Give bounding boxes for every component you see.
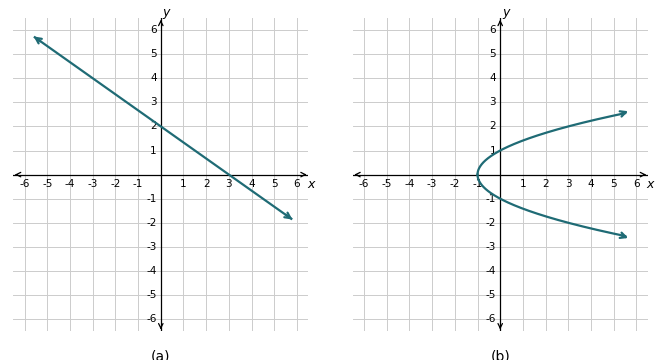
Text: -5: -5 xyxy=(146,290,157,300)
Text: -6: -6 xyxy=(359,179,369,189)
Text: 1: 1 xyxy=(520,179,526,189)
Text: 3: 3 xyxy=(225,179,232,189)
Text: -2: -2 xyxy=(110,179,120,189)
Text: x: x xyxy=(646,178,654,191)
Text: x: x xyxy=(307,178,315,191)
Text: y: y xyxy=(502,6,510,19)
Text: -4: -4 xyxy=(405,179,414,189)
Text: 5: 5 xyxy=(271,179,278,189)
Text: 5: 5 xyxy=(150,49,157,59)
Text: 2: 2 xyxy=(203,179,210,189)
Text: 1: 1 xyxy=(150,145,157,156)
Text: -1: -1 xyxy=(486,194,496,204)
Text: (b): (b) xyxy=(490,350,510,360)
Text: 4: 4 xyxy=(588,179,594,189)
Text: -2: -2 xyxy=(486,218,496,228)
Text: -3: -3 xyxy=(87,179,98,189)
Text: 4: 4 xyxy=(249,179,255,189)
Text: -3: -3 xyxy=(486,242,496,252)
Text: 2: 2 xyxy=(490,121,496,131)
Text: 1: 1 xyxy=(180,179,187,189)
Text: -5: -5 xyxy=(42,179,52,189)
Text: 5: 5 xyxy=(490,49,496,59)
Text: -3: -3 xyxy=(427,179,438,189)
Text: -5: -5 xyxy=(381,179,392,189)
Text: 4: 4 xyxy=(150,73,157,83)
Text: -2: -2 xyxy=(146,218,157,228)
Text: -6: -6 xyxy=(486,314,496,324)
Text: 2: 2 xyxy=(542,179,549,189)
Text: 6: 6 xyxy=(633,179,640,189)
Text: -3: -3 xyxy=(146,242,157,252)
Text: y: y xyxy=(163,6,170,19)
Text: 3: 3 xyxy=(150,97,157,107)
Text: -1: -1 xyxy=(146,194,157,204)
Text: (a): (a) xyxy=(151,350,171,360)
Text: 6: 6 xyxy=(490,25,496,35)
Text: -4: -4 xyxy=(146,266,157,276)
Text: -6: -6 xyxy=(146,314,157,324)
Text: 3: 3 xyxy=(565,179,572,189)
Text: 6: 6 xyxy=(150,25,157,35)
Text: -4: -4 xyxy=(65,179,75,189)
Text: -5: -5 xyxy=(486,290,496,300)
Text: 2: 2 xyxy=(150,121,157,131)
Text: -1: -1 xyxy=(133,179,143,189)
Text: 4: 4 xyxy=(490,73,496,83)
Text: -1: -1 xyxy=(473,179,483,189)
Text: -6: -6 xyxy=(19,179,30,189)
Text: -4: -4 xyxy=(486,266,496,276)
Text: 6: 6 xyxy=(293,179,300,189)
Text: 3: 3 xyxy=(490,97,496,107)
Text: 5: 5 xyxy=(610,179,617,189)
Text: 1: 1 xyxy=(490,145,496,156)
Text: -2: -2 xyxy=(449,179,460,189)
